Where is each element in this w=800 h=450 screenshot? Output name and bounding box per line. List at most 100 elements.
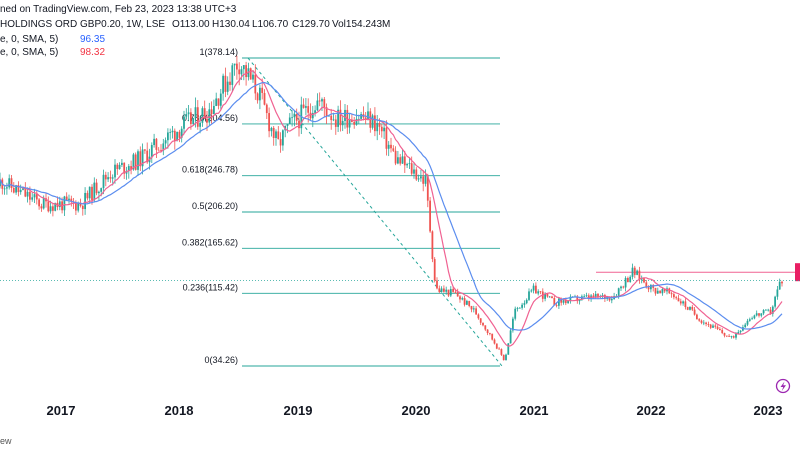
lightning-icon[interactable] bbox=[775, 378, 791, 394]
candle-body bbox=[146, 150, 149, 163]
candle-body bbox=[670, 293, 673, 295]
candle-body bbox=[406, 164, 408, 166]
candle-body bbox=[26, 191, 29, 197]
candle-body bbox=[15, 185, 17, 193]
candle-body bbox=[675, 297, 678, 299]
candle-body bbox=[558, 298, 560, 306]
candle-body bbox=[137, 151, 139, 170]
candle-body bbox=[307, 106, 310, 113]
x-axis: 2017 2018 2019 2020 2021 2022 2023 bbox=[47, 403, 783, 418]
candle-body bbox=[160, 149, 162, 151]
candle-body bbox=[769, 309, 772, 314]
candle-body bbox=[54, 202, 57, 211]
candle-body bbox=[500, 349, 503, 355]
candle-body bbox=[719, 328, 721, 331]
candle-body bbox=[420, 176, 422, 179]
candle-body bbox=[744, 324, 747, 328]
candle-body bbox=[431, 231, 434, 260]
candle-body bbox=[109, 177, 112, 179]
candle-body bbox=[686, 307, 689, 310]
candle-body bbox=[249, 68, 252, 80]
candle-body bbox=[213, 105, 215, 115]
candle-body bbox=[31, 197, 34, 200]
candle-body bbox=[10, 178, 13, 188]
candle-body bbox=[551, 296, 553, 299]
candle-body bbox=[167, 132, 169, 141]
candle-body bbox=[360, 114, 362, 119]
candle-body bbox=[86, 192, 89, 199]
candle-body bbox=[121, 162, 123, 165]
candle-body bbox=[178, 131, 181, 138]
candle-body bbox=[224, 75, 227, 92]
candle-body bbox=[318, 100, 321, 102]
candle-body bbox=[592, 295, 595, 298]
resistance-line[interactable] bbox=[0, 263, 800, 282]
candle-body bbox=[265, 104, 268, 114]
candle-body bbox=[774, 296, 776, 307]
candle-body bbox=[528, 291, 530, 300]
candle-body bbox=[751, 318, 753, 320]
candle-body bbox=[620, 286, 622, 289]
candle-body bbox=[134, 154, 137, 170]
candle-body bbox=[650, 285, 652, 290]
candle-body bbox=[546, 293, 549, 297]
candle-body bbox=[238, 69, 241, 75]
candle-body bbox=[502, 354, 505, 361]
candle-body bbox=[183, 116, 185, 129]
candle-body bbox=[548, 296, 551, 298]
ma2-label: e, 0, SMA, 5) bbox=[0, 47, 58, 58]
candle-body bbox=[77, 203, 80, 211]
candle-body bbox=[293, 114, 296, 118]
candle-body bbox=[679, 301, 682, 304]
candle-body bbox=[470, 306, 473, 310]
candle-body bbox=[413, 169, 415, 174]
candle-body bbox=[532, 285, 535, 291]
candle-body bbox=[330, 115, 333, 121]
moving-averages bbox=[0, 69, 783, 347]
candle-body bbox=[585, 295, 588, 297]
candle-body bbox=[636, 270, 638, 275]
fib-level-label: 0.618(246.78) bbox=[182, 165, 238, 175]
ma1-value: 96.35 bbox=[80, 34, 105, 45]
candle-body bbox=[491, 333, 494, 340]
candle-body bbox=[707, 324, 710, 325]
candle-body bbox=[673, 294, 675, 298]
candle-body bbox=[157, 149, 160, 151]
candle-body bbox=[509, 330, 512, 344]
candle-body bbox=[415, 169, 418, 180]
candle-body bbox=[562, 300, 565, 303]
candle-body bbox=[654, 287, 657, 294]
candle-body bbox=[79, 203, 82, 206]
candle-body bbox=[42, 198, 45, 209]
candle-body bbox=[208, 109, 211, 123]
candle-body bbox=[84, 192, 86, 210]
ohlc-volume: Vol154.243M bbox=[332, 19, 390, 30]
candle-body bbox=[88, 186, 91, 199]
candle-body bbox=[139, 151, 142, 167]
candle-body bbox=[610, 299, 613, 301]
candle-body bbox=[387, 144, 390, 149]
candle-body bbox=[261, 87, 264, 93]
candle-body bbox=[282, 130, 284, 146]
candle-body bbox=[169, 132, 172, 133]
candle-body bbox=[438, 288, 441, 292]
candle-body bbox=[403, 156, 406, 166]
candle-body bbox=[778, 281, 781, 290]
candle-body bbox=[466, 300, 468, 305]
candle-body bbox=[705, 322, 707, 325]
ohlc-high: H130.04 bbox=[212, 19, 250, 30]
candle-body bbox=[104, 174, 107, 180]
candle-body bbox=[8, 178, 11, 188]
candle-body bbox=[709, 324, 712, 328]
candle-body bbox=[631, 267, 634, 277]
x-tick-label: 2023 bbox=[754, 403, 783, 418]
candle-body bbox=[38, 199, 40, 207]
candle-body bbox=[482, 322, 484, 326]
candle-body bbox=[236, 63, 238, 70]
x-tick-label: 2022 bbox=[637, 403, 666, 418]
candle-body bbox=[127, 166, 130, 172]
candle-body bbox=[245, 65, 247, 78]
candle-body bbox=[762, 310, 765, 314]
fib-retracement[interactable]: 1(378.14)0.786(304.56)0.618(246.78)0.5(2… bbox=[182, 47, 503, 367]
